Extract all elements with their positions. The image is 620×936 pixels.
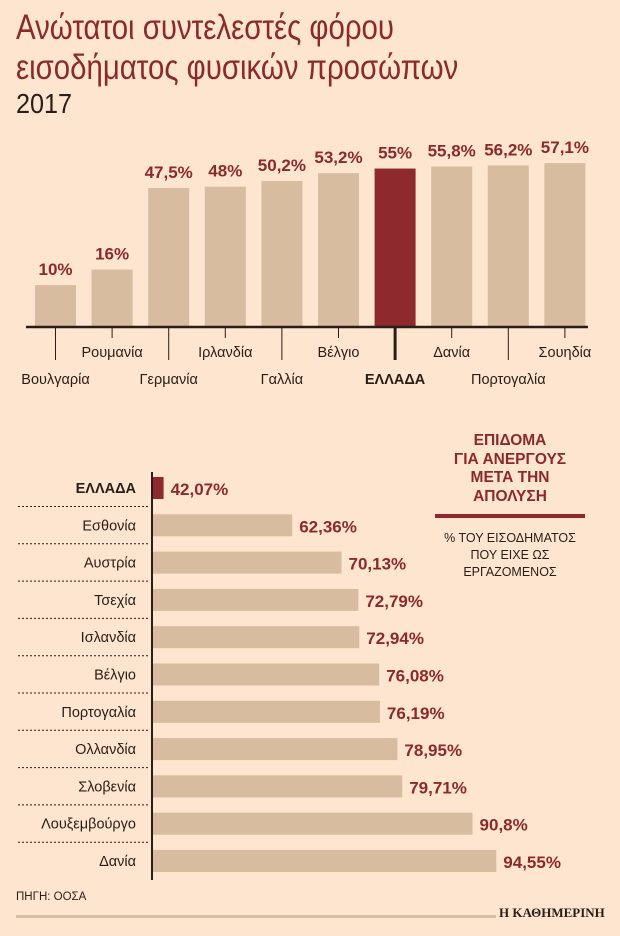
value-label: 53,2% — [314, 148, 362, 167]
bar — [91, 269, 133, 326]
bar — [153, 551, 342, 574]
bar — [544, 163, 586, 326]
bar — [153, 775, 403, 798]
bar — [487, 165, 529, 326]
category-label: Λουξεμβούργο — [41, 817, 136, 833]
category-label: Αυστρία — [84, 556, 136, 572]
bar — [153, 477, 164, 499]
value-label: 76,19% — [387, 704, 445, 723]
value-label: 62,36% — [299, 517, 357, 536]
chart-year: 2017 — [16, 88, 73, 119]
panel-title: ΕΠΙΔΟΜΑ ΓΙΑ ΑΝΕΡΓΟΥΣ ΜΕΤΑ ΤΗΝ ΑΠΟΛΥΣΗ — [430, 432, 590, 506]
title-line-2: εισοδήματος φυσικών προσώπων — [16, 48, 459, 87]
bar — [318, 173, 359, 326]
value-label: 78,95% — [404, 741, 462, 760]
panel-title-line: ΕΠΙΔΟΜΑ — [473, 432, 547, 449]
value-label: 55% — [378, 144, 412, 163]
value-label: 48% — [208, 162, 242, 181]
panel-subtitle-line: ΠΟΥ ΕΙΧΕ ΩΣ — [470, 548, 550, 562]
category-label: Σλοβενία — [78, 779, 136, 795]
value-label: 72,94% — [366, 629, 424, 648]
category-label: Βέλγιο — [94, 668, 136, 684]
category-label: Εσθονία — [82, 518, 136, 534]
bar — [153, 850, 497, 872]
value-label: 94,55% — [503, 853, 561, 872]
category-label: Τσεχία — [94, 593, 136, 609]
category-label: Πορτογαλία — [61, 705, 136, 721]
source-note: ΠΗΓΗ: ΟΟΣΑ — [16, 891, 87, 903]
bar — [153, 663, 380, 686]
bar — [153, 738, 398, 761]
category-label: Γερμανία — [140, 372, 198, 388]
bar — [204, 186, 246, 326]
bar — [153, 514, 293, 537]
value-label: 50,2% — [258, 156, 306, 175]
category-label: Βουλγαρία — [21, 372, 89, 388]
category-label: Γαλλία — [261, 372, 303, 388]
unemployment-panel: ΕΠΙΔΟΜΑ ΓΙΑ ΑΝΕΡΓΟΥΣ ΜΕΤΑ ΤΗΝ ΑΠΟΛΥΣΗ % … — [430, 432, 590, 581]
panel-title-line: ΜΕΤΑ ΤΗΝ — [470, 469, 550, 486]
brand-logo: Η ΚΑΘΗΜΕΡΙΝΗ — [499, 905, 605, 920]
value-label: 56,2% — [484, 140, 532, 159]
panel-title-line: ΑΠΟΛΥΣΗ — [473, 487, 547, 505]
bar — [153, 588, 359, 611]
category-label: Πορτογαλία — [471, 372, 546, 388]
category-label: ΕΛΛΑΔΑ — [76, 481, 137, 497]
value-label: 47,5% — [145, 163, 193, 182]
category-label: Δανία — [433, 345, 470, 361]
category-label: Ολλανδία — [75, 742, 136, 758]
bar — [374, 168, 416, 326]
panel-subtitle-line: % ΤΟΥ ΕΙΣΟΔΗΜΑΤΟΣ — [444, 531, 576, 545]
panel-divider — [435, 514, 585, 518]
value-label: 76,08% — [386, 667, 444, 686]
bar — [153, 626, 360, 649]
bar — [431, 166, 473, 326]
value-label: 57,1% — [541, 138, 589, 157]
value-label: 72,79% — [365, 592, 423, 611]
value-label: 42,07% — [171, 480, 229, 499]
value-label: 70,13% — [348, 555, 406, 574]
panel-title-line: ΓΙΑ ΑΝΕΡΓΟΥΣ — [453, 450, 567, 468]
category-label: Σουηδία — [539, 345, 592, 361]
category-label: Ισλανδία — [81, 630, 136, 646]
category-label: Δανία — [99, 854, 136, 870]
value-label: 16% — [95, 245, 129, 264]
panel-subtitle-line: ΕΡΓΑΖΟΜΕΝΟΣ — [463, 565, 557, 579]
panel-subtitle: % ΤΟΥ ΕΙΣΟΔΗΜΑΤΟΣ ΠΟΥ ΕΙΧΕ ΩΣ ΕΡΓΑΖΟΜΕΝΟ… — [430, 530, 590, 581]
bar — [35, 285, 76, 326]
bar — [261, 180, 303, 326]
value-label: 55,8% — [428, 141, 476, 160]
value-label: 79,71% — [409, 778, 467, 797]
category-label: Ρουμανία — [81, 345, 142, 361]
chart-title: Ανώτατοι συντελεστές φόρου εισοδήματος φ… — [16, 8, 458, 88]
bar — [153, 700, 380, 723]
title-line-1: Ανώτατοι συντελεστές φόρου — [16, 8, 394, 47]
bar — [148, 187, 190, 326]
category-label: Βέλγιο — [318, 345, 360, 361]
bar — [153, 812, 473, 835]
value-label: 90,8% — [480, 816, 528, 835]
category-label: Ιρλανδία — [198, 345, 252, 361]
value-label: 10% — [38, 260, 72, 279]
footer-rule — [16, 915, 496, 918]
category-label: ΕΛΛΑΔΑ — [365, 372, 426, 388]
